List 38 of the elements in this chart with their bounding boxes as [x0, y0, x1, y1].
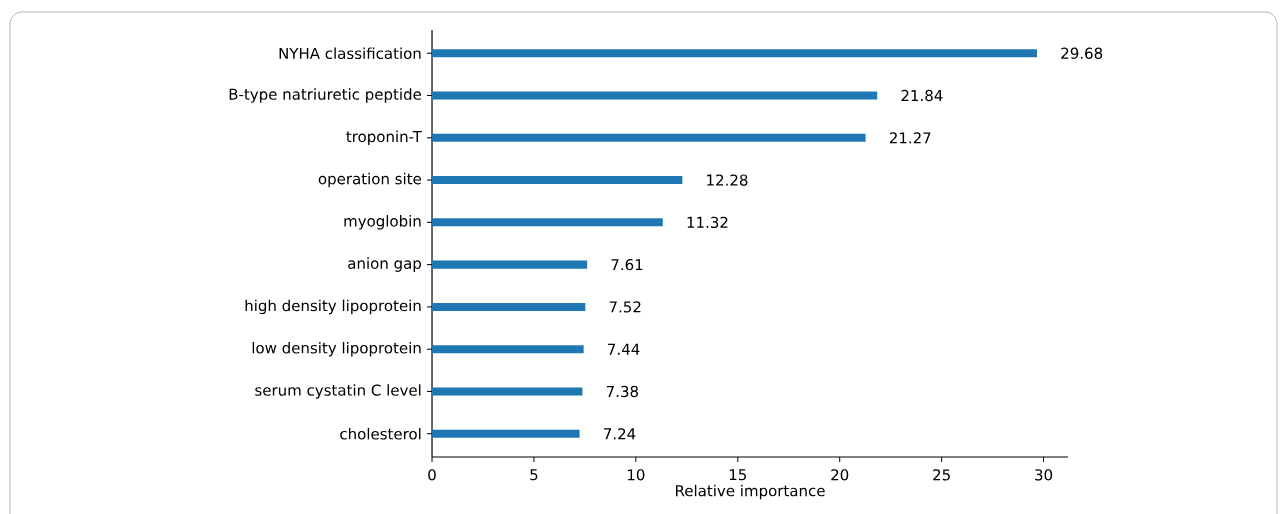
data-label: 29.68	[1061, 47, 1103, 59]
data-label: 7.61	[611, 258, 643, 271]
x-tick-label: 5	[530, 469, 538, 481]
y-tick-label: troponin-T	[346, 130, 422, 146]
bar	[432, 218, 663, 227]
x-tick-label: 10	[627, 469, 645, 481]
x-axis-title: Relative importance	[676, 484, 825, 500]
y-tick-label: low density lipoprotein	[252, 341, 421, 357]
x-tick-label: 0	[428, 469, 436, 481]
data-label: 11.32	[687, 216, 728, 229]
y-tick-label: myoglobin	[344, 215, 421, 230]
bar	[432, 260, 588, 269]
x-tick-label: 25	[933, 469, 950, 481]
bar	[432, 49, 1038, 58]
bar	[432, 133, 866, 142]
bar	[432, 302, 586, 311]
bar	[432, 387, 583, 396]
data-label: 21.84	[901, 89, 943, 102]
data-label: 7.44	[608, 343, 640, 355]
y-tick-label: operation site	[318, 172, 422, 188]
x-tick-label: 20	[831, 469, 849, 481]
y-tick-label: B-type natriuretic peptide	[229, 88, 422, 103]
data-label: 7.24	[604, 428, 636, 440]
data-label: 7.52	[609, 301, 641, 313]
y-tick-label: cholesterol	[340, 427, 421, 440]
bar	[432, 345, 584, 354]
bar	[432, 91, 878, 100]
bar	[432, 176, 683, 185]
y-tick-label: anion gap	[348, 257, 421, 272]
y-tick-label: serum cystatin C level	[255, 384, 421, 399]
bar	[432, 429, 580, 438]
y-tick-label: high density lipoprotein	[245, 299, 421, 315]
x-tick-label: 15	[729, 469, 747, 481]
y-tick-label: NYHA classification	[279, 47, 421, 60]
x-tick-label: 30	[1035, 469, 1053, 481]
data-label: 21.27	[889, 132, 931, 144]
data-label: 7.38	[606, 385, 639, 398]
data-label: 12.28	[707, 174, 748, 186]
